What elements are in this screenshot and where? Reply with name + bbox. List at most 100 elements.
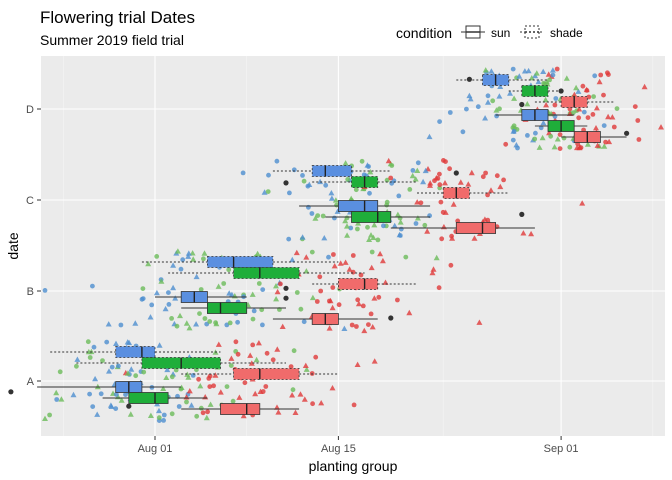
data-point (164, 366, 171, 373)
outlier-point (283, 285, 289, 291)
data-point (212, 372, 219, 378)
data-point (279, 323, 286, 329)
data-point (483, 170, 488, 176)
legend-key-shade (520, 25, 544, 39)
data-point (533, 70, 540, 76)
y-tick-label: C (26, 195, 34, 207)
data-point (525, 67, 532, 74)
data-point (321, 235, 328, 241)
data-point (395, 297, 400, 303)
data-point (591, 94, 596, 99)
data-point (227, 320, 233, 326)
data-point (546, 129, 553, 136)
data-point (104, 339, 110, 345)
data-point (236, 394, 243, 400)
data-point (330, 285, 336, 290)
data-point (593, 125, 599, 131)
data-point (54, 397, 60, 402)
data-point (550, 72, 556, 78)
data-point (226, 290, 233, 296)
data-point (217, 389, 224, 395)
data-point (520, 230, 527, 236)
data-point (406, 309, 413, 316)
data-point (536, 144, 543, 150)
data-point (184, 371, 191, 377)
data-point (554, 66, 560, 72)
data-point (598, 72, 604, 78)
data-point (510, 125, 516, 131)
data-point (291, 167, 297, 173)
data-point (488, 68, 495, 74)
data-point (235, 319, 241, 325)
data-point (348, 225, 354, 231)
data-point (336, 302, 342, 308)
data-point (317, 274, 323, 280)
data-point (118, 322, 124, 328)
data-point (230, 398, 236, 404)
data-point (264, 350, 270, 356)
data-point (535, 78, 542, 85)
grid (41, 56, 665, 436)
y-axis: A B C D (26, 104, 41, 388)
data-point (539, 134, 546, 141)
box-D-sun-red (561, 131, 627, 143)
data-point (353, 187, 359, 193)
data-point (580, 83, 586, 89)
data-point (354, 324, 359, 329)
data-point (206, 376, 212, 381)
data-point (124, 370, 131, 376)
data-point (542, 96, 549, 103)
data-point (193, 321, 200, 327)
data-point (162, 305, 169, 312)
data-point (105, 321, 112, 327)
data-point (201, 256, 206, 262)
data-point (366, 322, 371, 327)
data-point (366, 236, 373, 242)
data-point (309, 294, 316, 301)
data-point (331, 263, 338, 269)
data-point (85, 339, 91, 345)
data-point (263, 384, 269, 389)
data-point (253, 356, 260, 363)
data-point (329, 385, 336, 391)
data-point (196, 376, 202, 382)
outlier-point (466, 76, 472, 82)
data-point (331, 252, 336, 257)
data-point (273, 296, 280, 302)
data-point (249, 291, 256, 297)
legend-key-sun (461, 25, 485, 39)
data-point (524, 101, 531, 107)
data-point (424, 228, 431, 234)
box-body (233, 368, 300, 380)
data-point (57, 369, 63, 375)
data-point (601, 123, 607, 128)
data-point (113, 406, 119, 411)
data-point (211, 383, 217, 389)
data-point (201, 250, 208, 256)
data-point (557, 132, 563, 138)
data-point (350, 253, 356, 258)
data-point (538, 125, 544, 131)
data-point (429, 269, 436, 276)
data-point (412, 176, 419, 182)
data-point (361, 327, 368, 334)
data-point (433, 254, 440, 261)
data-point (133, 373, 139, 379)
data-point (369, 249, 375, 255)
data-point (255, 340, 262, 346)
data-point (90, 283, 95, 289)
data-point (548, 133, 554, 139)
data-point (213, 320, 220, 327)
data-point (422, 167, 429, 174)
data-point (563, 75, 570, 81)
data-point (100, 358, 105, 363)
data-point (309, 371, 315, 376)
data-point (636, 137, 642, 142)
data-point (303, 366, 310, 372)
data-point (349, 322, 355, 328)
data-point (200, 410, 206, 416)
data-point (163, 374, 170, 380)
data-point (226, 267, 232, 273)
data-point (261, 189, 268, 195)
data-point (397, 233, 403, 238)
